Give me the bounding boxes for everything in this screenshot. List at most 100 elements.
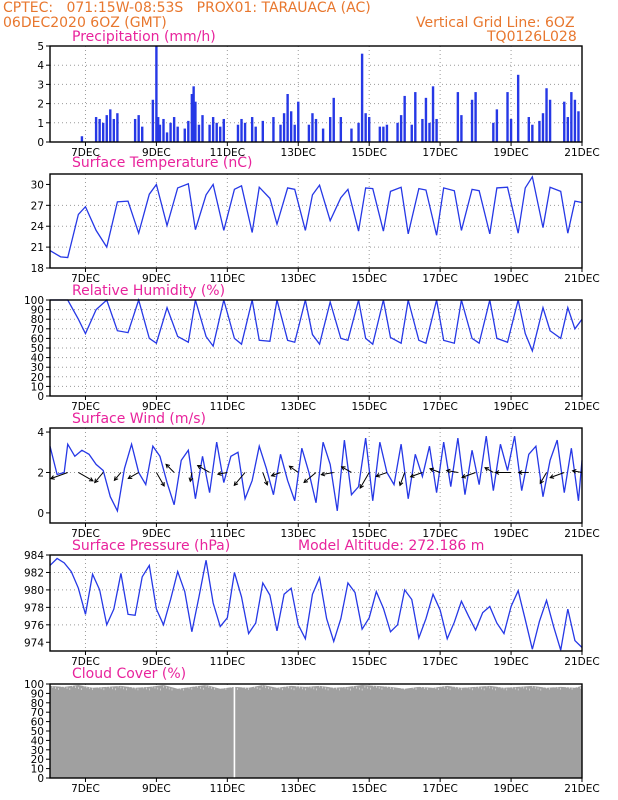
precip-bar: [98, 118, 101, 142]
precip-bar: [311, 113, 314, 142]
pressure-annotation: Model Altitude: 272.186 m: [298, 538, 484, 554]
temp-series-line: [49, 175, 583, 259]
y-tick-label: 50: [31, 343, 44, 355]
x-tick-label: 9DEC: [142, 273, 171, 285]
wind-vector: [399, 472, 406, 486]
precip-bar: [364, 113, 367, 142]
x-tick-label: 17DEC: [422, 656, 457, 668]
precip-bar: [506, 92, 509, 142]
precip-bar: [431, 86, 435, 142]
precip-bar: [137, 115, 140, 142]
wind-vector-head: [484, 467, 490, 472]
header-station-line: CPTEC: 071:15W-08:53S PROX01: TARAUACA (…: [3, 0, 371, 16]
wind-series-line: [49, 435, 583, 513]
precip-bar: [183, 128, 186, 142]
precip-bar: [187, 120, 190, 142]
precip-bar: [424, 97, 428, 142]
y-tick-label: 2: [37, 99, 44, 111]
x-tick-label: 9DEC: [142, 528, 171, 540]
precip-bar: [293, 124, 296, 142]
precip-bar: [141, 126, 144, 142]
wind-vector-head: [445, 468, 451, 474]
precip-bar: [172, 117, 176, 142]
precip-bar: [243, 122, 247, 142]
precip-bar: [378, 126, 382, 142]
wind-vector: [155, 472, 165, 487]
y-tick-label: 90: [31, 305, 44, 317]
wind-vector: [359, 472, 370, 489]
wind-vector: [446, 469, 458, 473]
y-tick-label: 980: [24, 585, 44, 597]
x-tick-label: 17DEC: [422, 528, 457, 540]
wind-vector: [484, 467, 494, 473]
precip-bar: [162, 118, 165, 142]
x-tick-label: 7DEC: [71, 783, 100, 795]
precip-bar: [428, 122, 431, 142]
y-tick-label: 10: [31, 764, 44, 776]
precip-bar: [357, 122, 360, 142]
wind-vector: [461, 471, 476, 478]
y-tick-label: 18: [31, 263, 44, 275]
precip-bar: [548, 99, 552, 142]
precip-bar: [250, 117, 254, 142]
wind-vector-head: [517, 470, 523, 475]
y-tick-label: 4: [37, 60, 44, 72]
wind-vector: [189, 472, 193, 482]
pressure-panel: 974 976 978 980 982 984 7DEC 9DEC 11DEC 13DEC 15DE…: [24, 538, 600, 668]
wind-vector: [217, 471, 228, 475]
precip-bar: [192, 86, 195, 142]
precip-bar: [350, 128, 353, 142]
y-tick-label: 976: [24, 620, 44, 632]
wind-vector: [271, 471, 281, 477]
y-tick-label: 0: [37, 137, 44, 149]
precip-bar: [495, 109, 499, 142]
y-tick-label: 80: [31, 698, 44, 710]
y-tick-label: 27: [31, 200, 44, 212]
x-tick-label: 11DEC: [210, 147, 245, 159]
precip-bar: [286, 94, 289, 142]
wind-vector-head: [165, 463, 171, 469]
rh-title: Relative Humidity (%): [72, 283, 225, 299]
wind-vector-head: [94, 478, 99, 484]
precip-bar: [474, 92, 477, 142]
y-tick-label: 984: [24, 550, 44, 562]
pressure-title: Surface Pressure (hPa): [72, 538, 230, 554]
wind-vector-head: [233, 481, 239, 487]
y-tick-label: 0: [37, 391, 44, 403]
precip-bar: [109, 109, 112, 142]
y-tick-label: 30: [31, 179, 44, 191]
wind-vector: [550, 471, 565, 479]
precip-bar: [307, 124, 311, 142]
wind-vector-head: [571, 469, 577, 474]
x-tick-label: 13DEC: [281, 656, 316, 668]
precip-bar: [399, 115, 403, 142]
precip-bar: [112, 118, 116, 142]
wind-vector: [113, 472, 122, 481]
x-tick-label: 9DEC: [142, 147, 171, 159]
temp-frame: [49, 173, 583, 269]
x-tick-label: 7DEC: [71, 147, 100, 159]
x-tick-label: 19DEC: [493, 401, 528, 413]
y-tick-label: 100: [24, 295, 44, 307]
x-tick-label: 17DEC: [422, 273, 457, 285]
wind-panel: 0 2 4 7DEC 9DEC 11DEC 13DEC 15DEC 17DEC 19DEC 21DE…: [37, 411, 599, 540]
precip-bar: [215, 122, 218, 142]
y-tick-label: 3: [37, 79, 44, 91]
precip-bar: [169, 122, 172, 142]
y-tick-label: 4: [37, 427, 44, 439]
precip-bar: [211, 117, 215, 142]
y-tick-label: 5: [37, 41, 44, 53]
precip-bar: [314, 118, 318, 142]
wind-vector: [262, 472, 268, 486]
wind-vector-head: [494, 470, 500, 475]
wind-vector: [539, 472, 547, 484]
precip-bar: [240, 118, 243, 142]
wind-vector-head: [320, 471, 326, 477]
wind-vector-head: [88, 477, 94, 482]
wind-vector-head: [461, 474, 467, 479]
precip-title: Precipitation (mm/h): [72, 29, 216, 45]
x-tick-label: 11DEC: [210, 656, 245, 668]
x-tick-label: 9DEC: [142, 401, 171, 413]
x-tick-label: 15DEC: [351, 273, 386, 285]
